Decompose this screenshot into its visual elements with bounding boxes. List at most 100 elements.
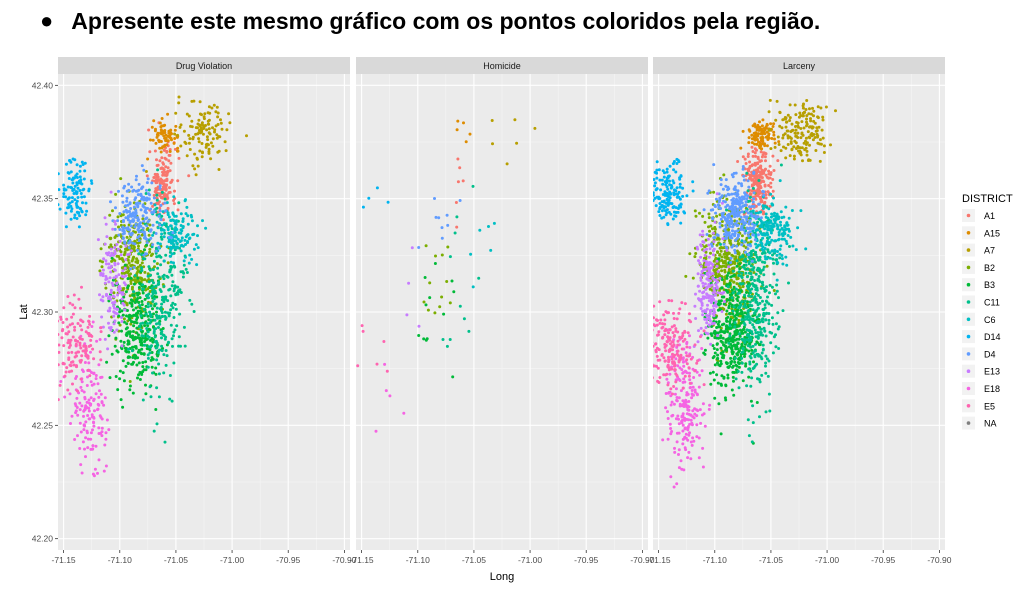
data-point xyxy=(62,192,66,196)
data-point xyxy=(91,428,94,432)
data-point xyxy=(213,128,217,132)
data-point xyxy=(743,157,747,161)
data-point xyxy=(731,269,735,273)
data-point xyxy=(702,249,706,253)
data-point xyxy=(86,437,90,441)
data-point xyxy=(733,185,737,189)
data-point xyxy=(717,325,721,329)
data-point xyxy=(691,276,695,280)
scatter-points xyxy=(356,118,537,433)
data-point xyxy=(714,300,718,304)
data-point xyxy=(707,225,710,229)
data-point xyxy=(805,153,809,157)
data-point xyxy=(725,348,729,352)
data-point xyxy=(73,158,77,162)
data-point xyxy=(187,174,191,178)
data-point xyxy=(728,302,732,306)
data-point xyxy=(724,327,728,331)
data-point xyxy=(681,418,684,422)
data-point xyxy=(754,292,758,296)
data-point xyxy=(141,217,145,221)
data-point xyxy=(119,250,123,254)
data-point xyxy=(772,130,776,134)
data-point xyxy=(103,443,107,447)
data-point xyxy=(159,306,163,309)
data-point xyxy=(719,346,723,350)
data-point xyxy=(104,431,108,435)
data-point xyxy=(76,196,80,199)
data-point xyxy=(693,304,697,308)
data-point xyxy=(753,349,757,353)
data-point xyxy=(153,335,157,339)
data-point xyxy=(711,370,715,374)
data-point xyxy=(701,281,705,285)
data-point xyxy=(433,197,436,200)
data-point xyxy=(799,114,803,117)
data-point xyxy=(156,226,160,230)
data-point xyxy=(675,440,679,444)
data-point xyxy=(173,132,177,136)
data-point xyxy=(123,266,127,270)
data-point xyxy=(727,341,731,345)
data-point xyxy=(754,250,758,254)
data-point xyxy=(134,178,138,182)
data-point xyxy=(178,125,182,129)
data-point xyxy=(735,332,739,336)
data-point xyxy=(124,244,128,248)
data-point xyxy=(155,346,159,349)
data-point xyxy=(694,214,698,218)
data-point xyxy=(710,283,714,287)
data-point xyxy=(740,370,744,374)
data-point xyxy=(122,320,126,324)
data-point xyxy=(746,243,750,247)
data-point xyxy=(665,170,669,174)
data-point xyxy=(764,361,768,365)
data-point xyxy=(137,188,141,192)
data-point xyxy=(763,227,767,231)
data-point xyxy=(688,371,691,375)
data-point xyxy=(78,421,82,425)
data-point xyxy=(71,322,74,326)
data-point xyxy=(156,175,160,179)
data-point xyxy=(112,268,116,272)
data-point xyxy=(727,265,731,269)
data-point xyxy=(105,360,109,364)
data-point xyxy=(741,165,745,168)
data-point xyxy=(179,244,183,248)
data-point xyxy=(687,400,691,403)
data-point xyxy=(782,215,786,219)
data-point xyxy=(149,395,153,399)
data-point xyxy=(68,343,72,347)
data-point xyxy=(777,140,781,144)
data-point xyxy=(141,361,145,364)
data-point xyxy=(767,110,771,114)
data-point xyxy=(441,338,445,341)
data-point xyxy=(115,328,119,332)
data-point xyxy=(71,303,75,307)
data-point xyxy=(62,195,66,199)
data-point xyxy=(805,149,809,153)
data-point xyxy=(135,331,139,335)
data-point xyxy=(158,184,162,188)
data-point xyxy=(808,136,812,140)
data-point xyxy=(758,160,762,163)
data-point xyxy=(747,262,751,266)
data-point xyxy=(681,194,685,198)
data-point xyxy=(513,118,517,122)
data-point xyxy=(128,210,131,213)
data-point xyxy=(131,338,135,342)
data-point xyxy=(731,254,735,258)
data-point xyxy=(672,168,676,172)
data-point xyxy=(726,203,729,207)
data-point xyxy=(760,168,764,172)
data-point xyxy=(142,205,146,209)
data-point xyxy=(730,347,734,351)
data-point xyxy=(174,111,178,115)
data-point xyxy=(758,354,762,358)
data-point xyxy=(722,343,725,347)
data-point xyxy=(687,408,691,412)
data-point xyxy=(176,149,180,153)
data-point xyxy=(716,353,720,357)
data-point xyxy=(62,306,66,310)
data-point xyxy=(706,336,710,340)
